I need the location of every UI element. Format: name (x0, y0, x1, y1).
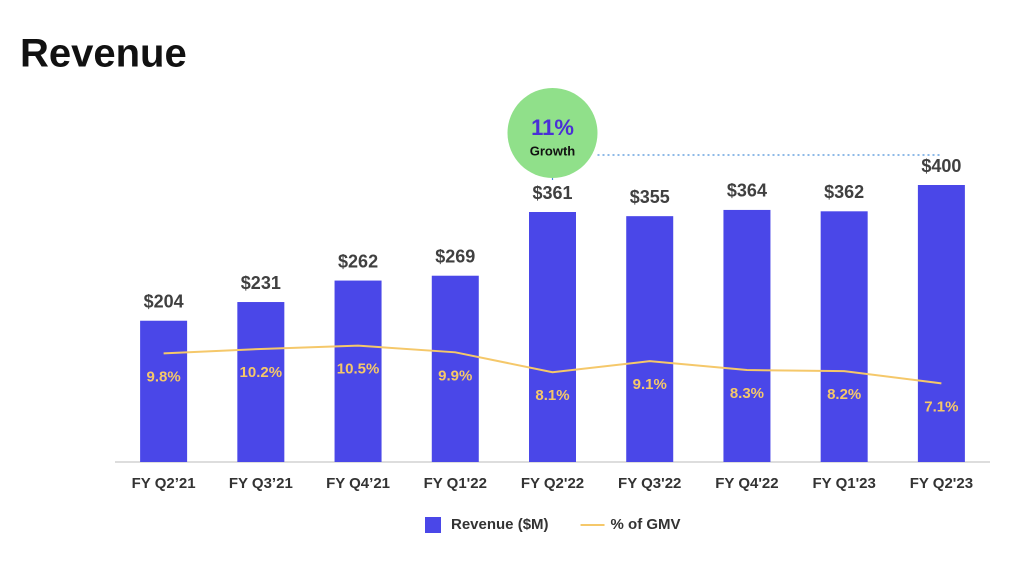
legend-swatch (425, 517, 441, 533)
line-value-label: 9.1% (633, 376, 667, 393)
line-value-label: 8.3% (730, 385, 764, 402)
bar (723, 209, 771, 462)
line-value-label: 9.9% (438, 367, 472, 384)
bar-value-label: $362 (824, 182, 864, 202)
line-value-label: 8.2% (827, 386, 861, 403)
x-tick-label: FY Q3’21 (229, 475, 293, 492)
line-value-label: 9.8% (147, 368, 181, 385)
annotation-subtext: Growth (530, 143, 576, 158)
bar-value-label: $269 (435, 246, 475, 266)
x-tick-label: FY Q1'22 (424, 475, 487, 492)
line-value-label: 8.1% (535, 387, 569, 404)
line (163, 344, 942, 385)
legend-label: Revenue ($M) (451, 516, 549, 533)
bar (529, 212, 576, 462)
annotation-text: 11% (531, 115, 574, 140)
bar (431, 275, 479, 462)
x-tick-label: FY Q2’21 (132, 475, 196, 492)
line-value-label: 10.2% (240, 364, 283, 381)
x-tick-label: FY Q4'22 (715, 475, 778, 492)
bar (237, 302, 285, 462)
chart-title: Revenue (20, 32, 187, 76)
x-tick-label: FY Q3'22 (618, 475, 681, 492)
bar (820, 211, 868, 462)
x-tick-label: FY Q1'23 (813, 475, 876, 492)
bar (917, 185, 965, 462)
x-tick-label: FY Q4’21 (326, 475, 390, 492)
bar-value-label: $364 (727, 181, 767, 201)
bar-value-label: $231 (241, 273, 281, 293)
legend-label: % of GMV (611, 516, 681, 533)
bar (334, 280, 382, 462)
bar-value-label: $204 (144, 291, 184, 311)
x-tick-label: FY Q2'23 (910, 475, 973, 492)
bar-value-label: $361 (532, 183, 572, 203)
bar-value-label: $355 (630, 187, 670, 207)
bar (140, 320, 188, 462)
line-value-label: 10.5% (337, 361, 380, 378)
bar-value-label: $400 (921, 156, 961, 176)
bar (626, 216, 674, 462)
line-value-label: 7.1% (924, 398, 958, 415)
bar-value-label: $262 (338, 251, 378, 271)
annotation-bubble (507, 88, 598, 178)
x-tick-label: FY Q2'22 (521, 475, 584, 492)
